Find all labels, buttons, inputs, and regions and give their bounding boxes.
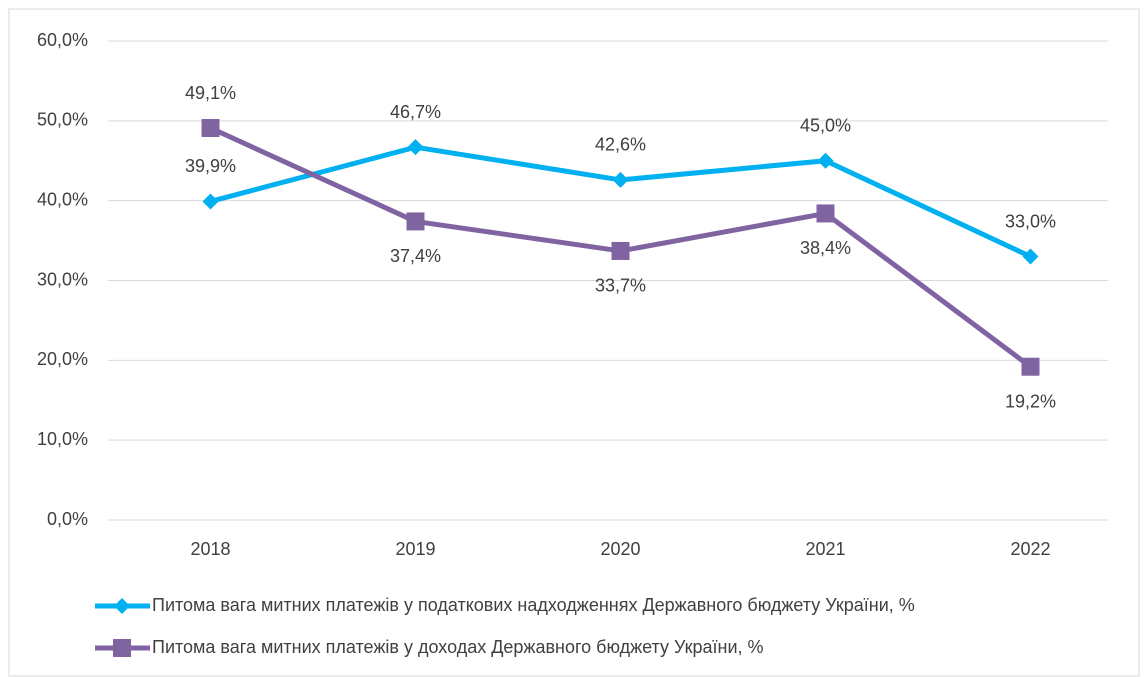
x-tick-label: 2020: [600, 539, 640, 559]
marker: [816, 204, 835, 223]
data-label: 37,4%: [390, 246, 441, 266]
y-tick-label: 10,0%: [37, 429, 88, 449]
marker: [612, 171, 629, 188]
marker: [1022, 248, 1039, 265]
x-tick-label: 2018: [190, 539, 230, 559]
series-line: [209, 144, 1032, 259]
marker: [407, 139, 424, 156]
marker: [202, 193, 219, 210]
marker: [817, 152, 834, 169]
marker: [201, 119, 220, 138]
chart-border: [8, 8, 1140, 677]
y-tick-label: 20,0%: [37, 349, 88, 369]
y-tick-label: 30,0%: [37, 269, 88, 289]
data-label: 33,0%: [1005, 211, 1056, 231]
y-tick-label: 40,0%: [37, 189, 88, 209]
data-label: 46,7%: [390, 102, 441, 122]
x-tick-label: 2019: [395, 539, 435, 559]
y-tick-label: 60,0%: [37, 30, 88, 50]
data-label: 45,0%: [800, 116, 851, 136]
data-label: 42,6%: [595, 135, 646, 155]
data-label: 33,7%: [595, 276, 646, 296]
data-label: 38,4%: [800, 238, 851, 258]
y-tick-label: 50,0%: [37, 110, 88, 130]
x-tick-label: 2022: [1010, 539, 1050, 559]
legend-label: Питома вага митних платежів у доходах Де…: [152, 637, 764, 657]
data-label: 39,9%: [185, 156, 236, 176]
x-tick-label: 2021: [805, 539, 845, 559]
marker: [611, 241, 630, 260]
marker: [1021, 357, 1040, 376]
data-label: 49,1%: [185, 83, 236, 103]
marker: [114, 598, 130, 614]
legend-label: Питома вага митних платежів у податкових…: [152, 595, 915, 615]
y-tick-label: 0,0%: [47, 509, 88, 529]
data-label: 19,2%: [1005, 391, 1056, 411]
marker: [406, 212, 425, 231]
marker: [113, 639, 131, 657]
